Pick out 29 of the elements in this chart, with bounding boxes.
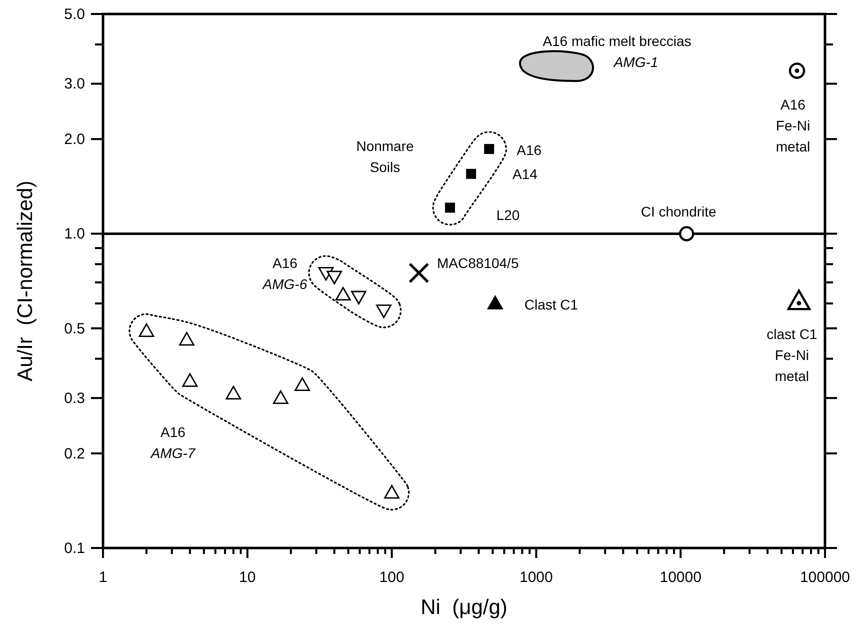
y-tick-label: 2.0 — [64, 131, 85, 148]
annotation: A16 AMG-7 — [150, 424, 196, 461]
annotation: L20 — [496, 207, 520, 223]
annotation: A16 — [516, 142, 542, 158]
y-tick-label: 5.0 — [64, 6, 85, 23]
annotation: MAC88104/5 — [437, 254, 519, 271]
x-tick-label: 100 — [379, 569, 404, 586]
annotation: A16 Fe-Ni metal — [776, 96, 810, 155]
annotation: clast C1 Fe-Ni metal — [766, 326, 818, 384]
y-tick-label: 0.3 — [64, 390, 85, 408]
x-tick-label: 100000 — [800, 569, 850, 586]
annotation: A16 AMG-6 — [262, 254, 308, 292]
x-tick-label: 1000 — [520, 569, 553, 586]
y-axis-title: Au/Ir (CI-normalized) — [14, 180, 37, 382]
y-tick-label: 1.0 — [64, 226, 85, 243]
annotation: CI chondrite — [640, 204, 717, 220]
y-tick-label: 0.2 — [64, 445, 85, 462]
y-tick-label: 0.5 — [64, 320, 85, 338]
x-tick-label: 1 — [98, 569, 108, 586]
annotation: A14 — [512, 166, 538, 182]
annotation: A16 mafic melt breccias — [542, 33, 692, 49]
annotation: AMG-1 — [612, 54, 658, 70]
annotation: Clast C1 — [524, 296, 578, 312]
annotation: Nonmare Soils — [356, 138, 414, 175]
x-tick-label: 10 — [239, 569, 256, 586]
y-tick-label: 0.1 — [64, 540, 85, 557]
y-tick-label: 3.0 — [64, 76, 85, 93]
x-axis-title: Ni (μg/g) — [420, 596, 508, 619]
x-tick-label: 10000 — [660, 569, 702, 586]
